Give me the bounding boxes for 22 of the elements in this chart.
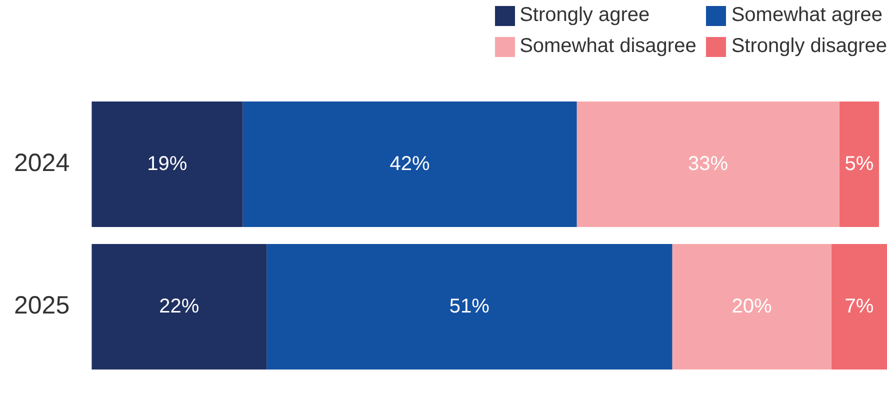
data-label: 33% [688,152,728,175]
bar [266,244,672,370]
legend-label: Strongly disagree [731,35,887,58]
legend-label: Strongly agree [520,4,650,27]
data-label: 7% [844,295,874,318]
bar [92,102,243,227]
bar [576,102,840,227]
bar [831,244,887,370]
data-label: 51% [449,295,490,318]
y-tick-label: 2025 [14,292,70,320]
legend-label: Somewhat disagree [520,35,696,58]
y-tick-label: 2024 [14,149,70,178]
legend-label: Somewhat agree [731,4,883,27]
bar [839,102,880,227]
bar [92,244,267,370]
bar [672,244,832,370]
bar [242,102,577,227]
data-label: 5% [844,152,874,175]
data-label: 22% [159,295,200,318]
data-label: 19% [147,152,188,175]
data-label: 20% [732,295,772,318]
data-label: 42% [390,152,430,175]
